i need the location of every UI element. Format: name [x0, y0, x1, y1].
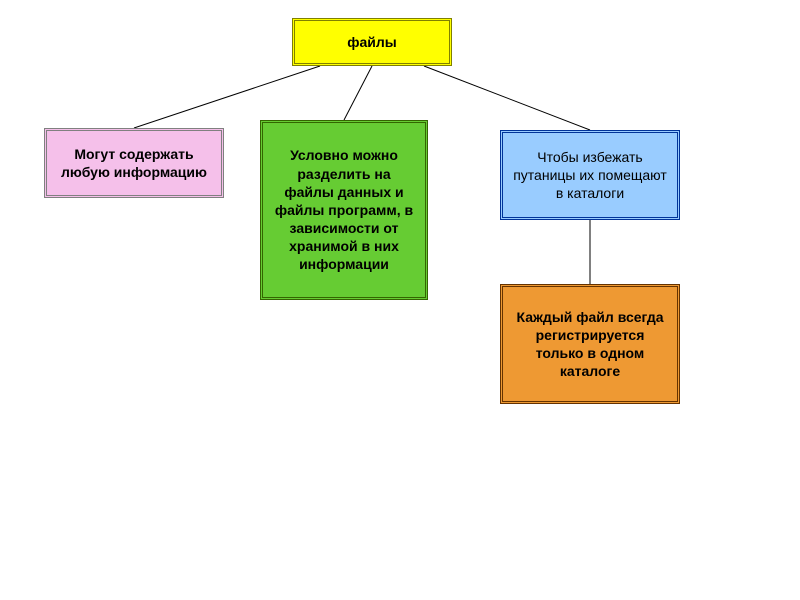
node-data-program: Условно можно разделить на файлы данных …	[260, 120, 428, 300]
node-catalogs-label: Чтобы избежать путаницы их помещают в ка…	[511, 148, 669, 203]
node-any-info: Могут содержать любую информацию	[44, 128, 224, 198]
node-data-program-label: Условно можно разделить на файлы данных …	[271, 146, 417, 273]
edge-layer	[0, 0, 800, 600]
node-root-label: файлы	[347, 33, 397, 51]
node-any-info-label: Могут содержать любую информацию	[55, 145, 213, 181]
node-single-catalog: Каждый файл всегда регистрируется только…	[500, 284, 680, 404]
node-catalogs: Чтобы избежать путаницы их помещают в ка…	[500, 130, 680, 220]
node-root: файлы	[292, 18, 452, 66]
node-single-catalog-label: Каждый файл всегда регистрируется только…	[511, 308, 669, 381]
